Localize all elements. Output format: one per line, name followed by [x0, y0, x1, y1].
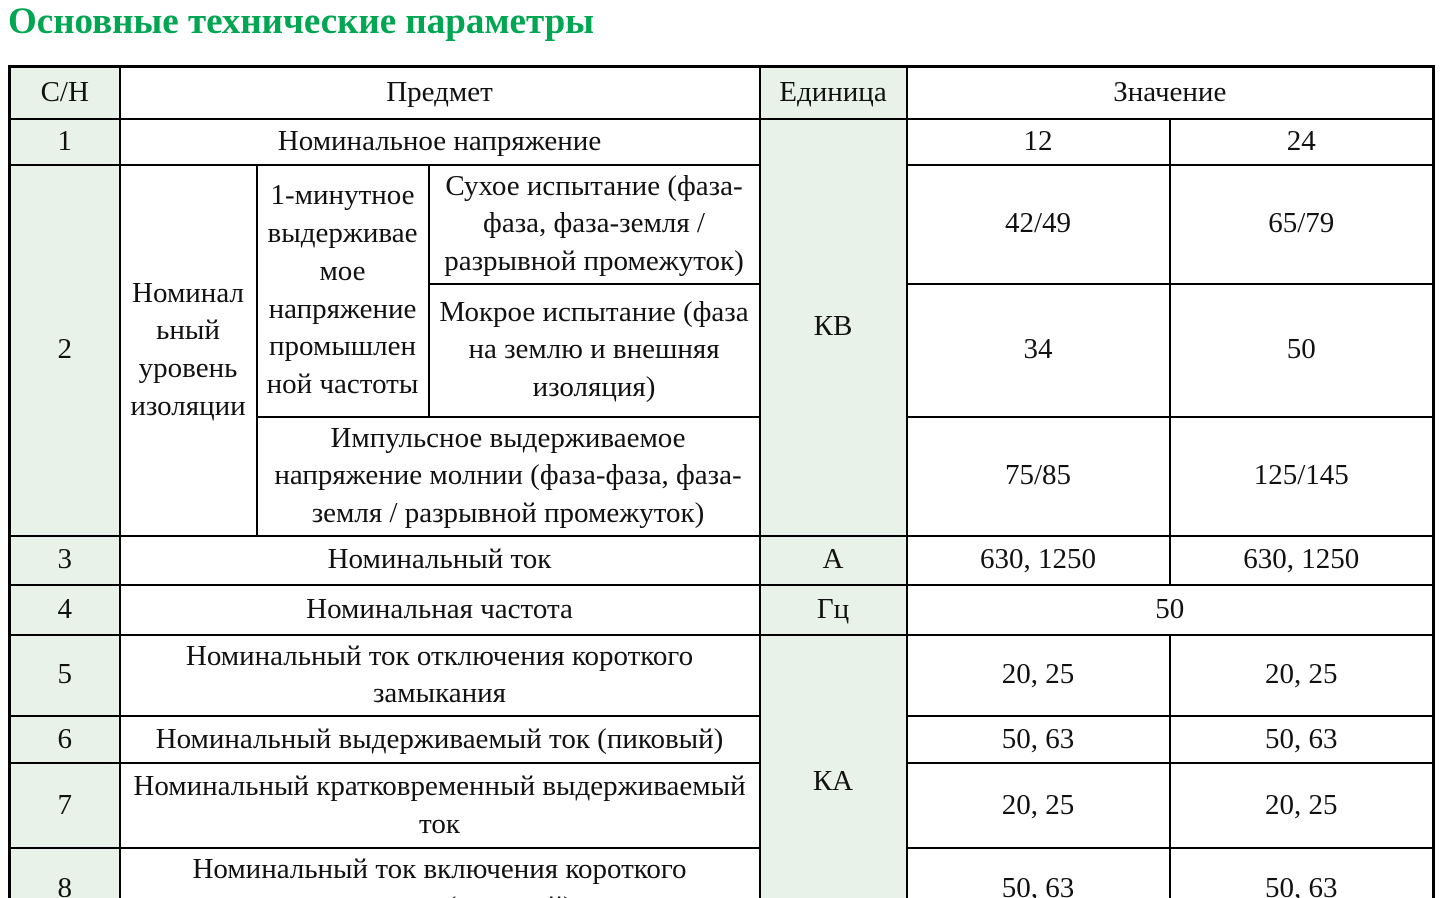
row-6-sn: 6 [8, 715, 121, 764]
row-3: 3 Номинальный ток А 630, 1250 630, 1250 [8, 534, 1435, 586]
row-7-value-24: 20, 25 [1168, 762, 1435, 849]
impulse-value-12: 75/85 [905, 415, 1171, 537]
row-2-wet-test: Мокрое испытание (фаза на землю и внешня… [10, 282, 1435, 418]
row-3-value-24: 630, 1250 [1168, 534, 1435, 586]
row-1-sn: 1 [8, 117, 121, 166]
header-unit: Единица [758, 65, 908, 120]
wet-test-label: Мокрое испытание (фаза на землю и внешня… [427, 282, 761, 418]
power-frequency-withstand-cell: 1-минутное выдерживаемое напряжение пром… [255, 163, 430, 418]
dry-test-value-12: 42/49 [905, 163, 1171, 285]
row-3-item: Номинальный ток [118, 534, 761, 586]
row-1-value-24: 24 [1168, 117, 1435, 166]
unit-a-cell: А [758, 534, 908, 586]
page-title: Основные технические параметры [8, 1, 595, 42]
row-4: 4 Номинальная частота Гц 50 [8, 583, 1435, 636]
row-5-sn: 5 [8, 633, 121, 718]
row-8: 8 Номинальный ток включения короткого за… [8, 847, 1435, 898]
row-1: 1 Номинальное напряжение КВ 12 24 [8, 117, 1435, 537]
row-5-item: Номинальный ток отключения короткого зам… [118, 633, 761, 718]
row-7-item: Номинальный кратковременный выдерживаемы… [118, 762, 761, 849]
parameters-table: С/Н Предмет Единица Значение 1 Номинальн… [8, 65, 1436, 898]
row-8-value-12: 50, 63 [905, 847, 1171, 898]
row-8-sn: 8 [8, 847, 121, 898]
row-5-value-24: 20, 25 [1168, 633, 1435, 718]
dry-test-value-24: 65/79 [1168, 163, 1435, 285]
row-3-value-12: 630, 1250 [905, 534, 1171, 586]
row-3-sn: 3 [8, 534, 121, 586]
unit-ka-cell: КА [758, 633, 908, 898]
wet-test-value-12: 34 [905, 282, 1171, 418]
row-8-value-24: 50, 63 [1168, 847, 1435, 898]
row-4-sn: 4 [8, 583, 121, 636]
row-5-value-12: 20, 25 [905, 633, 1171, 718]
header-row: С/Н Предмет Единица Значение [8, 65, 1435, 120]
header-item: Предмет [118, 65, 761, 120]
unit-kv-cell: КВ [758, 117, 908, 537]
unit-hz-cell: Гц [758, 583, 908, 636]
row-7-value-12: 20, 25 [905, 762, 1171, 849]
dry-test-label: Сухое испытание (фаза-фаза, фаза-земля /… [427, 163, 761, 285]
row-4-value: 50 [905, 583, 1435, 636]
wet-test-value-24: 50 [1168, 282, 1435, 418]
row-6: 6 Номинальный выдерживаемый ток (пиковый… [8, 715, 1435, 764]
row-8-item: Номинальный ток включения короткого замы… [118, 847, 761, 898]
header-value: Значение [905, 65, 1435, 120]
impulse-value-24: 125/145 [1168, 415, 1435, 537]
insulation-level-group-cell: Номинальный уровень изоляции [118, 163, 258, 537]
row-5: 5 Номинальный ток отключения короткого з… [8, 633, 1435, 898]
row-7: 7 Номинальный кратковременный выдерживае… [8, 762, 1435, 849]
impulse-withstand-label: Импульсное выдерживаемое напряжение молн… [255, 415, 761, 537]
row-6-item: Номинальный выдерживаемый ток (пиковый) [118, 715, 761, 764]
row-1-value-12: 12 [905, 117, 1171, 166]
row-6-value-24: 50, 63 [1168, 715, 1435, 764]
row-1-item: Номинальное напряжение [118, 117, 761, 166]
row-2-dry-test: 2 Номинальный уровень изоляции 1-минутно… [8, 163, 1435, 537]
row-7-sn: 7 [8, 762, 121, 849]
row-6-value-12: 50, 63 [905, 715, 1171, 764]
row-2-sn: 2 [8, 163, 121, 537]
row-2-impulse: Импульсное выдерживаемое напряжение молн… [10, 415, 1435, 537]
row-4-item: Номинальная частота [118, 583, 761, 636]
header-sn: С/Н [8, 65, 121, 120]
